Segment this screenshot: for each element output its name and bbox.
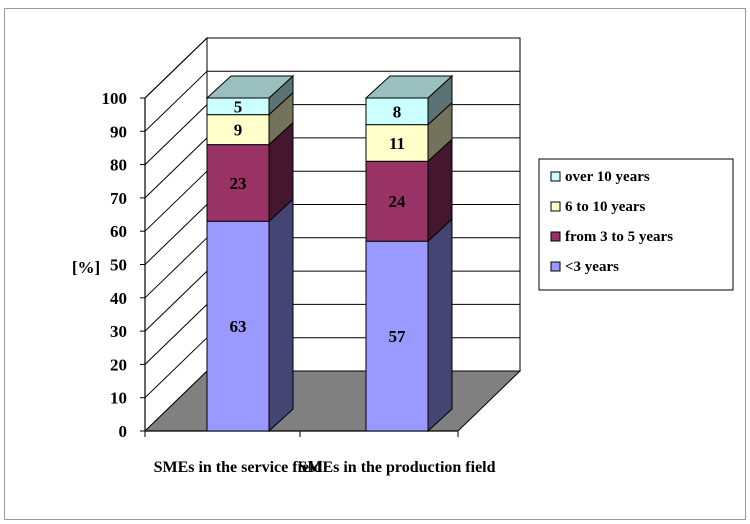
x-category-label: SMEs in the production field xyxy=(298,459,495,476)
gridline-side xyxy=(144,37,208,99)
data-label: 57 xyxy=(389,327,407,346)
bar-segment xyxy=(365,97,429,126)
y-tick-label: 100 xyxy=(102,89,128,108)
y-tick-label: 20 xyxy=(110,355,127,374)
y-axis-label: [%] xyxy=(72,258,100,277)
y-tick-label: 70 xyxy=(110,189,127,208)
data-label: 63 xyxy=(230,317,247,336)
legend-label: <3 years xyxy=(565,259,619,275)
gridline-side xyxy=(144,337,208,399)
gridline-side xyxy=(144,270,208,332)
y-tick-label: 30 xyxy=(110,322,127,341)
data-label: 11 xyxy=(389,134,405,153)
gridline-side xyxy=(144,104,208,165)
bar-segment-side xyxy=(268,198,294,433)
data-label: 24 xyxy=(389,192,407,211)
y-tick-label: 50 xyxy=(110,256,127,275)
legend-swatch xyxy=(550,231,561,242)
data-label: 8 xyxy=(393,102,402,121)
legend-label: 6 to 10 years xyxy=(565,199,646,215)
bar-top xyxy=(205,75,295,99)
y-tick-label: 60 xyxy=(110,222,127,241)
y-tick-label: 90 xyxy=(110,122,127,141)
gridline-side xyxy=(144,70,208,132)
legend-swatch xyxy=(550,201,561,212)
bar-top xyxy=(364,75,454,99)
y-tick-label: 80 xyxy=(110,156,127,175)
y-tick-label: 40 xyxy=(110,289,127,308)
bar-segment xyxy=(206,220,270,432)
bar-segment xyxy=(206,114,270,146)
bar-segment xyxy=(365,124,429,162)
data-label: 9 xyxy=(234,121,243,140)
legend-label: from 3 to 5 years xyxy=(565,229,673,245)
y-tick-label: 10 xyxy=(110,389,127,408)
bar-segment-side xyxy=(427,218,453,433)
data-label: 5 xyxy=(234,97,243,116)
y-tick-label: 0 xyxy=(119,422,128,441)
bar-segment xyxy=(206,144,270,222)
gridline-side xyxy=(144,137,208,199)
gridline-side xyxy=(144,304,208,365)
legend-swatch xyxy=(550,171,561,182)
gridline-side xyxy=(144,170,208,232)
legend-swatch xyxy=(550,261,561,272)
gridline-side xyxy=(144,237,208,299)
data-label: 23 xyxy=(230,174,247,193)
gridline-side xyxy=(144,204,208,265)
legend-label: over 10 years xyxy=(565,169,650,185)
bar-segment xyxy=(365,160,429,242)
chart-floor xyxy=(143,370,522,432)
legend-box xyxy=(538,158,734,291)
x-category-label: SMEs in the service field xyxy=(154,459,323,476)
